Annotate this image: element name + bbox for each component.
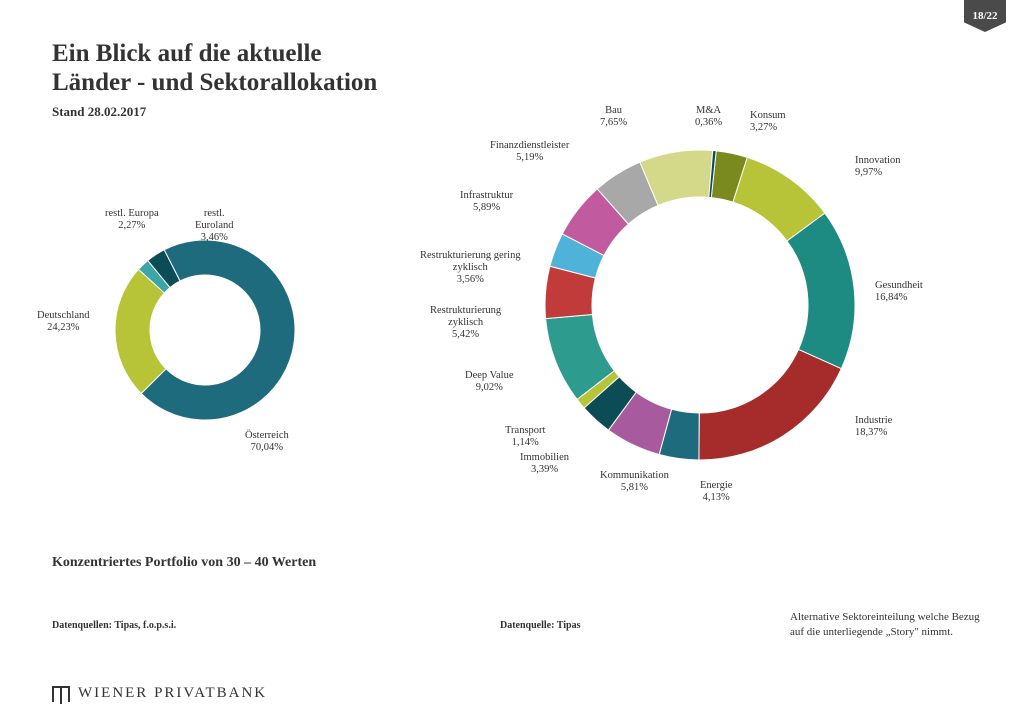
sector-segment [699,349,841,460]
sector-label-pct: 3,39% [520,464,569,476]
sector-label: Innovation9,97% [855,155,901,179]
sector-label-pct: 18,37% [855,427,892,439]
sector-label-pct: 3,56% [420,274,521,286]
sector-label: Bau7,65% [600,105,627,129]
country-label: restl.Euroland3,46% [195,208,234,244]
sector-label-pct: 4,13% [700,492,732,504]
sector-label-name: Restrukturierungzyklisch [430,305,501,329]
sector-label: Immobilien3,39% [520,452,569,476]
page-number-badge: 18/22 [964,0,1006,32]
sector-label-pct: 16,84% [875,292,923,304]
country-label-name: Österreich [245,430,289,442]
title-line-2: Länder - und Sektorallokation [52,69,377,98]
sector-label-name: Deep Value [465,370,514,382]
sector-label-name: Innovation [855,155,901,167]
sector-label-name: Industrie [855,415,892,427]
sector-label-name: Finanzdienstleister [490,140,569,152]
country-label-name: restl.Euroland [195,208,234,232]
sector-label-pct: 0,36% [695,117,722,129]
sector-label: Kommunikation5,81% [600,470,669,494]
country-label-pct: 70,04% [245,442,289,454]
sector-label: Finanzdienstleister5,19% [490,140,569,164]
country-label: restl. Europa2,27% [105,208,159,232]
sector-label-pct: 3,27% [750,122,786,134]
sector-label: Industrie18,37% [855,415,892,439]
sector-label-name: Konsum [750,110,786,122]
sector-label: Restrukturierung geringzyklisch3,56% [420,250,521,286]
sector-label-name: Immobilien [520,452,569,464]
footer-logo: WIENER PRIVATBANK [52,685,267,702]
subtitle: Stand 28.02.2017 [52,104,377,120]
source-right: Datenquelle: Tipas [500,620,580,631]
brand-name: WIENER PRIVATBANK [78,685,267,702]
sector-label-name: Infrastruktur [460,190,513,202]
header: Ein Blick auf die aktuelle Länder - und … [52,40,377,120]
sector-label-name: Bau [600,105,627,117]
sector-label-name: Gesundheit [875,280,923,292]
sector-label-name: Kommunikation [600,470,669,482]
sector-label-pct: 5,81% [600,482,669,494]
sector-note: Alternative Sektoreinteilung welche Bezu… [790,610,990,640]
sector-label: Restrukturierungzyklisch5,42% [430,305,501,341]
sector-label-pct: 5,19% [490,152,569,164]
sector-donut-svg [545,150,855,460]
country-label: Österreich70,04% [245,430,289,454]
sector-label-pct: 5,89% [460,202,513,214]
source-left: Datenquellen: Tipas, f.o.p.s.i. [52,620,176,631]
sector-label: Energie4,13% [700,480,732,504]
sector-label: Transport1,14% [505,425,545,449]
sector-label: Gesundheit16,84% [875,280,923,304]
country-label-name: Deutschland [37,310,90,322]
page-number-text: 18/22 [972,10,997,22]
sector-label-pct: 9,97% [855,167,901,179]
sector-label-name: Transport [505,425,545,437]
sector-label-pct: 5,42% [430,329,501,341]
country-donut-svg [115,240,295,420]
sector-label: Infrastruktur5,89% [460,190,513,214]
country-donut-chart: Österreich70,04%Deutschland24,23%restl. … [115,240,295,425]
sector-label-name: Energie [700,480,732,492]
country-label-pct: 24,23% [37,322,90,334]
sector-label-name: M&A [695,105,722,117]
country-label-pct: 2,27% [105,220,159,232]
sector-label-name: Restrukturierung geringzyklisch [420,250,521,274]
chart-area: Österreich70,04% Deutschland24,23% restl. … [0,140,1024,570]
sector-segment [787,213,855,369]
portfolio-caption: Konzentriertes Portfolio von 30 – 40 Wer… [52,555,316,571]
sector-label-pct: 9,02% [465,382,514,394]
sector-donut-chart: Konsum3,27%Innovation9,97%Gesundheit16,8… [545,150,855,465]
sector-label: Konsum3,27% [750,110,786,134]
sector-label: M&A0,36% [695,105,722,129]
country-label-name: restl. Europa [105,208,159,220]
sector-label-pct: 7,65% [600,117,627,129]
sector-label: Deep Value9,02% [465,370,514,394]
sector-label-pct: 1,14% [505,437,545,449]
country-label-pct: 3,46% [195,232,234,244]
logo-icon [52,686,70,702]
title-line-1: Ein Blick auf die aktuelle [52,40,377,69]
country-label: Deutschland24,23% [37,310,90,334]
